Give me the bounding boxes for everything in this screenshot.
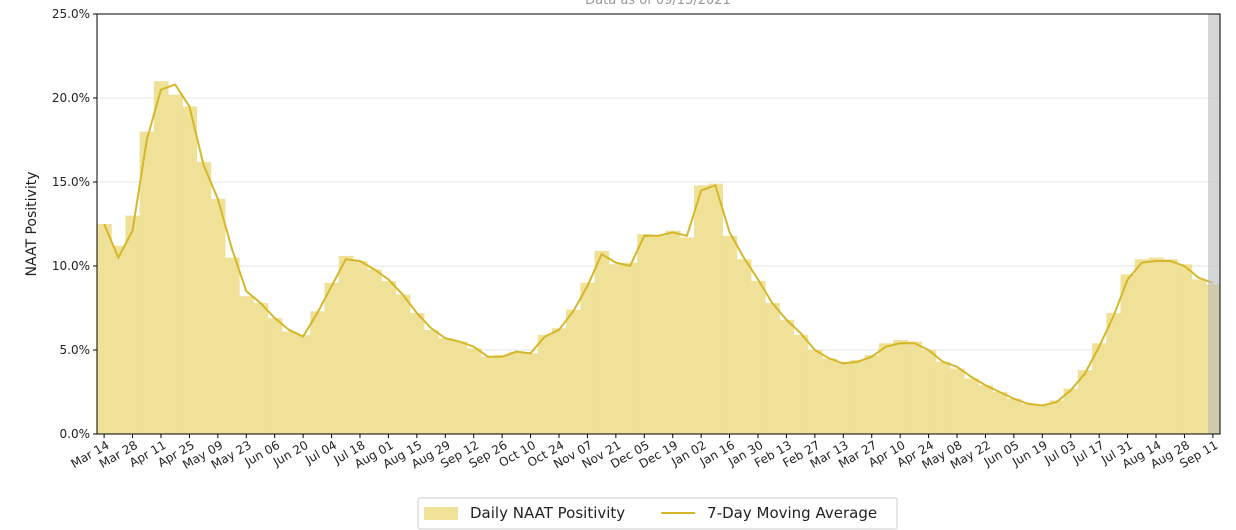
bar bbox=[907, 341, 922, 434]
bar bbox=[1120, 274, 1136, 434]
bar bbox=[395, 294, 411, 434]
legend-swatch bbox=[424, 507, 458, 520]
y-tick-label: 0.0% bbox=[60, 427, 91, 441]
bar bbox=[97, 224, 112, 434]
bar bbox=[196, 161, 212, 434]
bar bbox=[125, 215, 141, 434]
chart-title: Data as of 09/15/2021 bbox=[585, 0, 731, 8]
plot-frame bbox=[96, 13, 1221, 435]
bar bbox=[1191, 279, 1207, 434]
bar bbox=[694, 185, 709, 434]
bar bbox=[495, 355, 510, 434]
bar bbox=[608, 264, 624, 434]
bar bbox=[1134, 259, 1150, 434]
y-tick-label: 20.0% bbox=[52, 91, 90, 105]
legend-label: 7-Day Moving Average bbox=[707, 504, 877, 522]
y-tick-label: 5.0% bbox=[60, 343, 91, 357]
bar bbox=[367, 269, 382, 434]
bar bbox=[765, 302, 780, 434]
bar bbox=[708, 183, 723, 434]
bar bbox=[423, 329, 439, 434]
bar bbox=[452, 341, 468, 434]
bar bbox=[480, 356, 496, 434]
legend-box bbox=[417, 497, 898, 530]
bar bbox=[992, 392, 1008, 434]
bar bbox=[537, 334, 553, 434]
bar bbox=[1006, 398, 1022, 434]
bar bbox=[651, 235, 667, 434]
bar bbox=[409, 313, 425, 434]
bar bbox=[566, 309, 581, 434]
bar bbox=[352, 260, 368, 434]
bar bbox=[1148, 257, 1164, 434]
bar bbox=[594, 250, 610, 434]
bar bbox=[793, 334, 809, 434]
bar bbox=[779, 319, 795, 434]
bar bbox=[978, 385, 994, 434]
bar bbox=[1049, 400, 1065, 434]
bar bbox=[509, 351, 524, 434]
bar bbox=[1077, 370, 1093, 434]
bar bbox=[466, 348, 482, 434]
bar bbox=[381, 281, 397, 434]
incomplete-data-shade bbox=[1208, 14, 1220, 434]
bar bbox=[750, 281, 766, 434]
bar bbox=[637, 234, 652, 434]
bar bbox=[168, 94, 183, 434]
bar bbox=[253, 302, 269, 434]
bar bbox=[679, 237, 695, 434]
bar bbox=[139, 131, 155, 434]
bar bbox=[878, 343, 894, 434]
bar bbox=[523, 353, 539, 434]
bar bbox=[224, 257, 240, 434]
bar bbox=[964, 378, 979, 434]
bar bbox=[324, 282, 340, 434]
y-tick-label: 15.0% bbox=[52, 175, 90, 189]
bar bbox=[551, 328, 567, 434]
legend-label: Daily NAAT Positivity bbox=[470, 504, 625, 522]
bar bbox=[182, 106, 198, 435]
bar bbox=[665, 230, 681, 434]
bar bbox=[821, 358, 837, 434]
bar bbox=[210, 198, 226, 434]
y-tick-label: 10.0% bbox=[52, 259, 90, 273]
y-axis-label: NAAT Positivity bbox=[24, 172, 40, 277]
bar bbox=[807, 350, 823, 434]
bar bbox=[1177, 264, 1193, 434]
bar bbox=[935, 361, 951, 434]
bar bbox=[111, 245, 126, 434]
bar bbox=[1063, 388, 1079, 434]
bar bbox=[1092, 343, 1107, 434]
bar bbox=[921, 350, 937, 434]
bar bbox=[736, 259, 752, 434]
bar bbox=[1020, 403, 1036, 434]
line bbox=[103, 83, 1214, 407]
bar bbox=[267, 318, 283, 434]
bar bbox=[1163, 259, 1178, 434]
bar bbox=[622, 262, 638, 434]
bar bbox=[438, 338, 453, 434]
bar bbox=[1106, 313, 1121, 434]
bar bbox=[1035, 405, 1050, 434]
bar bbox=[893, 339, 908, 434]
bar bbox=[836, 361, 851, 434]
bar bbox=[310, 311, 325, 434]
bar bbox=[949, 368, 965, 434]
bar bbox=[722, 235, 738, 434]
bar bbox=[580, 282, 596, 434]
bar bbox=[864, 355, 880, 434]
y-tick-label: 25.0% bbox=[52, 7, 90, 21]
bar bbox=[338, 255, 354, 434]
bar bbox=[281, 331, 297, 434]
bar bbox=[850, 360, 866, 434]
bar bbox=[153, 81, 169, 434]
bar bbox=[239, 296, 254, 434]
bar bbox=[296, 334, 311, 434]
